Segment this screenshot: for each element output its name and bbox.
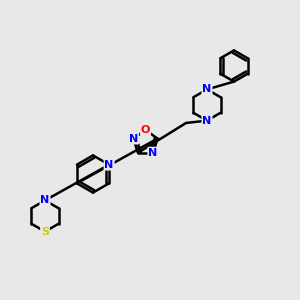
Text: N: N	[129, 134, 138, 144]
Text: N: N	[202, 116, 211, 126]
Text: S: S	[41, 226, 49, 237]
Text: O: O	[141, 125, 150, 135]
Text: N: N	[148, 148, 158, 158]
Text: N: N	[104, 160, 114, 170]
Text: N: N	[202, 84, 211, 94]
Text: N: N	[40, 195, 50, 206]
